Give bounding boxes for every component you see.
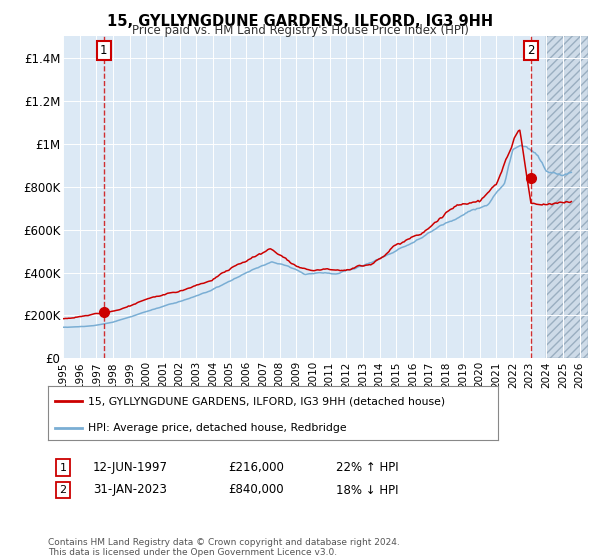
- Text: HPI: Average price, detached house, Redbridge: HPI: Average price, detached house, Redb…: [89, 423, 347, 433]
- Text: 1: 1: [59, 463, 67, 473]
- Text: 15, GYLLYNGDUNE GARDENS, ILFORD, IG3 9HH: 15, GYLLYNGDUNE GARDENS, ILFORD, IG3 9HH: [107, 14, 493, 29]
- Text: 18% ↓ HPI: 18% ↓ HPI: [336, 483, 398, 497]
- Text: 15, GYLLYNGDUNE GARDENS, ILFORD, IG3 9HH (detached house): 15, GYLLYNGDUNE GARDENS, ILFORD, IG3 9HH…: [89, 396, 446, 407]
- Text: £840,000: £840,000: [228, 483, 284, 497]
- Bar: [547, 36, 588, 358]
- Text: Price paid vs. HM Land Registry's House Price Index (HPI): Price paid vs. HM Land Registry's House …: [131, 24, 469, 37]
- Text: 22% ↑ HPI: 22% ↑ HPI: [336, 461, 398, 474]
- Text: 1: 1: [100, 44, 107, 57]
- Text: 2: 2: [59, 485, 67, 495]
- Text: £216,000: £216,000: [228, 461, 284, 474]
- Text: 2: 2: [527, 44, 535, 57]
- Bar: [547, 36, 588, 358]
- Text: Contains HM Land Registry data © Crown copyright and database right 2024.
This d: Contains HM Land Registry data © Crown c…: [48, 538, 400, 557]
- Text: 12-JUN-1997: 12-JUN-1997: [93, 461, 168, 474]
- Text: 31-JAN-2023: 31-JAN-2023: [93, 483, 167, 497]
